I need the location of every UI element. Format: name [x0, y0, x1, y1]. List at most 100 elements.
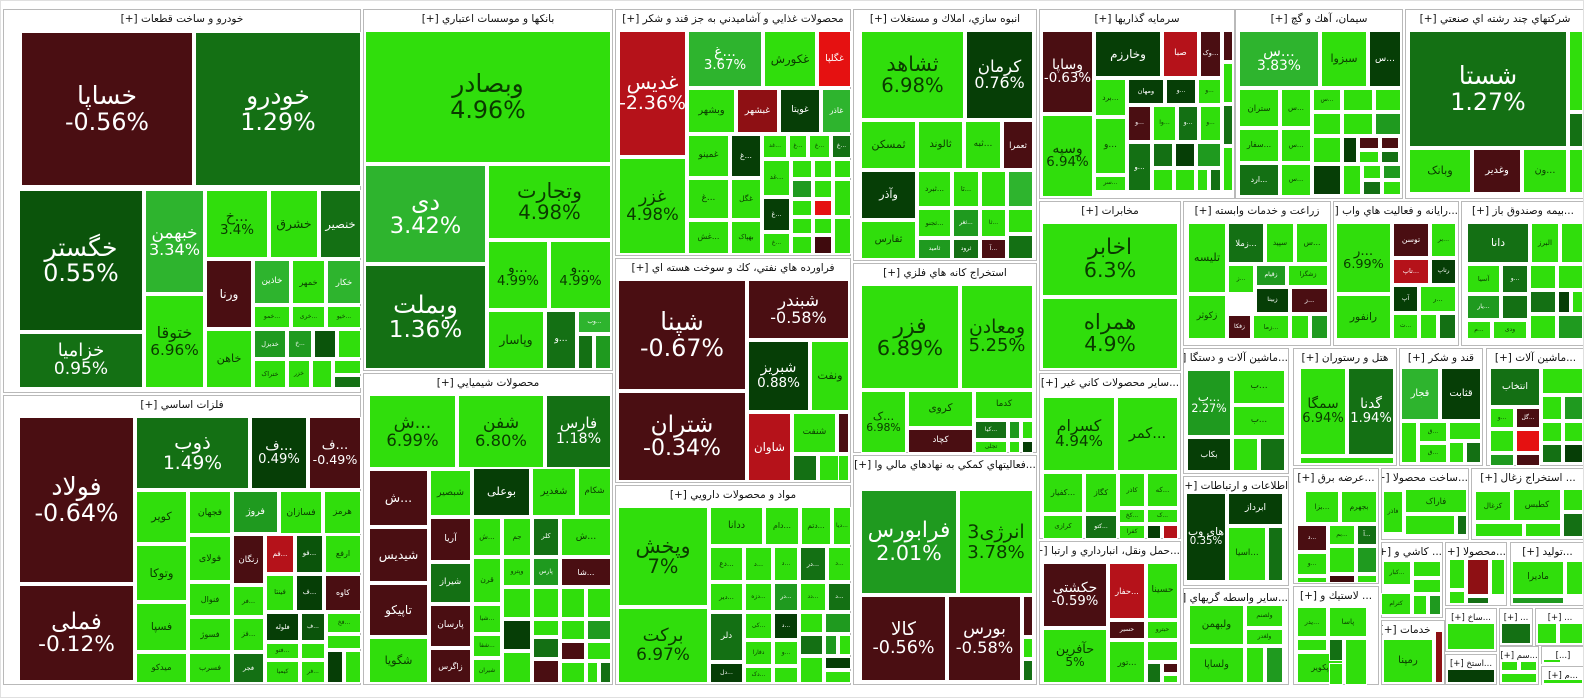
- stock-tile[interactable]: فجر: [233, 653, 264, 683]
- stock-tile-small[interactable]: [1023, 660, 1033, 681]
- stock-tile[interactable]: کفرا: [1119, 525, 1145, 539]
- stock-tile[interactable]: کزغال: [1475, 491, 1511, 521]
- stock-tile-small[interactable]: [1512, 597, 1564, 604]
- stock-tile-small[interactable]: [825, 671, 851, 683]
- stock-tile[interactable]: ثفارس: [861, 221, 916, 259]
- stock-tile[interactable]: ...فخ: [327, 613, 361, 633]
- stock-tile[interactable]: کگاز: [1085, 473, 1117, 513]
- stock-tile-small[interactable]: [1516, 454, 1540, 466]
- stock-tile[interactable]: ...ز: [1228, 265, 1254, 293]
- sector-header[interactable]: ...ساير واسطه گريهاي [+]: [1184, 589, 1288, 607]
- stock-tile[interactable]: کترام: [1381, 593, 1411, 615]
- sector-header[interactable]: انبوه سازي، املاك و مستغلات [+]: [854, 10, 1036, 28]
- stock-tile[interactable]: ...ز: [1291, 288, 1328, 313]
- sector-header[interactable]: ...حمل ونقل، انبارداري و ارتبا [+]: [1040, 542, 1180, 560]
- stock-tile-small[interactable]: [792, 200, 812, 216]
- stock-tile-small[interactable]: [1559, 623, 1583, 644]
- stock-tile-small[interactable]: [1449, 591, 1465, 604]
- stock-tile-small[interactable]: [1447, 669, 1495, 683]
- stock-tile-small[interactable]: [1457, 515, 1467, 535]
- stock-tile[interactable]: صبا: [1163, 31, 1198, 77]
- stock-tile[interactable]: ...سر: [1095, 176, 1126, 191]
- stock-tile[interactable]: وتوکا: [136, 545, 187, 601]
- stock-tile[interactable]: ...کخ: [1119, 509, 1145, 523]
- stock-tile[interactable]: دانا: [1467, 223, 1529, 263]
- stock-tile[interactable]: ...آ: [981, 239, 1006, 259]
- stock-tile[interactable]: ذوب 1.49%: [136, 417, 249, 489]
- stock-tile-small[interactable]: [1475, 523, 1523, 537]
- stock-tile[interactable]: کلر: [533, 518, 559, 556]
- stock-tile-small[interactable]: [1466, 442, 1481, 463]
- stock-tile[interactable]: ...ک: [1147, 509, 1178, 523]
- stock-tile-small[interactable]: [1345, 639, 1367, 685]
- stock-tile[interactable]: خساپا -0.56%: [21, 32, 193, 186]
- stock-tile-small[interactable]: [1357, 575, 1377, 583]
- stock-tile-small[interactable]: [1569, 149, 1583, 193]
- stock-tile-small[interactable]: [839, 635, 851, 655]
- stock-tile-small[interactable]: [1405, 515, 1455, 535]
- stock-tile-small[interactable]: [1435, 631, 1443, 683]
- stock-tile-small[interactable]: [561, 642, 585, 660]
- stock-tile[interactable]: غاذر: [822, 89, 851, 133]
- stock-tile[interactable]: ...غ: [731, 135, 761, 177]
- stock-tile[interactable]: پارس: [533, 558, 559, 586]
- stock-tile[interactable]: زقیام: [1256, 265, 1286, 286]
- stock-tile[interactable]: ...ف -0.49%: [309, 417, 361, 489]
- stock-tile-small[interactable]: [1542, 422, 1562, 442]
- stock-tile-small[interactable]: [1175, 143, 1195, 167]
- stock-tile-small[interactable]: [1375, 89, 1401, 111]
- stock-tile[interactable]: تلیسه: [1188, 223, 1226, 293]
- stock-tile-small[interactable]: [1564, 422, 1583, 442]
- stock-tile[interactable]: ...دتم: [801, 507, 831, 545]
- stock-tile-small[interactable]: [1163, 525, 1178, 539]
- stock-tile-small[interactable]: [1313, 165, 1341, 195]
- stock-tile[interactable]: کطبس: [1513, 489, 1561, 521]
- stock-tile[interactable]: ...و: [546, 311, 576, 369]
- sector-header[interactable]: ... [+]: [1500, 609, 1532, 627]
- stock-tile[interactable]: رتاپ: [1431, 259, 1456, 284]
- stock-tile-small[interactable]: [1569, 31, 1583, 111]
- stock-tile[interactable]: ...وا: [1153, 106, 1176, 141]
- stock-tile[interactable]: ...س: [1296, 223, 1328, 263]
- stock-tile[interactable]: ...و: [1128, 143, 1151, 191]
- stock-tile[interactable]: کیمیا: [266, 661, 299, 683]
- stock-tile-small[interactable]: [1530, 265, 1556, 289]
- stock-tile-small[interactable]: [312, 360, 332, 388]
- stock-tile[interactable]: ...فر: [301, 661, 325, 683]
- stock-tile-small[interactable]: [814, 218, 832, 234]
- stock-tile-small[interactable]: [1343, 137, 1357, 163]
- stock-tile[interactable]: وبشهر: [688, 89, 735, 133]
- stock-tile[interactable]: البرز: [1531, 223, 1559, 263]
- stock-tile[interactable]: ...س: [1313, 89, 1341, 111]
- stock-tile-small[interactable]: [1413, 561, 1441, 577]
- stock-tile[interactable]: ...ثبه: [965, 121, 1001, 169]
- stock-tile[interactable]: غکورش: [764, 31, 816, 87]
- stock-tile-small[interactable]: [561, 620, 585, 640]
- stock-tile[interactable]: انتخاب: [1490, 368, 1540, 406]
- stock-tile-small[interactable]: [1266, 647, 1283, 683]
- sector-header[interactable]: مخابرات [+]: [1040, 202, 1180, 220]
- stock-tile-small[interactable]: [1023, 638, 1033, 658]
- stock-tile-small[interactable]: [814, 160, 832, 178]
- stock-tile[interactable]: شنفت: [793, 413, 836, 453]
- stock-tile[interactable]: خدیزل: [254, 330, 286, 358]
- stock-tile[interactable]: ...د: [774, 613, 798, 639]
- stock-tile-small[interactable]: [1197, 143, 1221, 167]
- stock-tile[interactable]: خمهر: [292, 260, 325, 304]
- stock-tile[interactable]: ...که: [1147, 473, 1178, 507]
- stock-tile[interactable]: ...تاپ: [1393, 259, 1429, 284]
- stock-tile-small[interactable]: [1147, 663, 1161, 683]
- stock-tile[interactable]: ...ثغر: [953, 209, 979, 237]
- stock-tile[interactable]: ...ب: [1233, 406, 1285, 436]
- stock-tile[interactable]: وآذر: [861, 171, 916, 219]
- stock-tile[interactable]: شبریز 0.88%: [748, 341, 809, 411]
- stock-tile[interactable]: فارس 1.18%: [546, 395, 611, 468]
- stock-tile[interactable]: ...وک: [1200, 31, 1221, 77]
- stock-tile-small[interactable]: [1520, 661, 1537, 671]
- sector-header[interactable]: بانكها و موسسات اعتباري [+]: [364, 10, 612, 28]
- stock-tile-small[interactable]: [1542, 444, 1562, 463]
- stock-tile[interactable]: ...و: [1490, 408, 1514, 428]
- stock-tile-small[interactable]: [834, 218, 851, 254]
- stock-tile-small[interactable]: [1530, 291, 1556, 313]
- stock-tile[interactable]: خودرو 1.29%: [195, 32, 361, 186]
